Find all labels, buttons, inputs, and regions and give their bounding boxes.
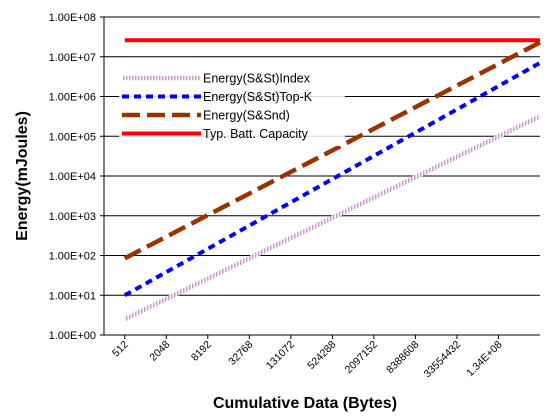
x-tick-label: 512 <box>110 339 131 360</box>
legend-label: Energy(S&St)Top-K <box>203 90 313 104</box>
x-tick-label: 33554432 <box>422 339 464 381</box>
x-tick-labels: 512 2048 8192 32768 131072 524288 2097152 83886… <box>110 335 505 380</box>
y-tick-label: 1.00E+01 <box>49 290 96 302</box>
series-lines <box>123 38 542 322</box>
y-tick-label: 1.00E+03 <box>49 211 96 223</box>
x-axis-title: Cumulative Data (Bytes) <box>213 395 397 412</box>
x-tick-label: 32768 <box>226 339 255 368</box>
x-tick-label: 131072 <box>264 339 297 372</box>
legend-label: Typ. Batt. Capacity <box>203 127 309 141</box>
x-tick-label: 524288 <box>305 339 338 372</box>
y-axis-title: Energy(mJoules) <box>14 111 31 241</box>
legend: Energy(S&St)Index Energy(S&St)Top-K Energy… <box>119 66 345 146</box>
series-line-1 <box>123 114 541 322</box>
y-tick-label: 1.00E+00 <box>49 330 96 342</box>
y-tick-label: 1.00E+04 <box>49 171 96 183</box>
series-line-3 <box>123 40 542 261</box>
legend-label: Energy(S&St)Index <box>203 72 311 86</box>
x-tick-label: 2048 <box>147 339 172 364</box>
y-tick-label: 1.00E+02 <box>49 251 96 263</box>
y-tick-label: 1.00E+08 <box>49 12 96 24</box>
y-tick-labels: 1.00E+00 1.00E+01 1.00E+02 1.00E+03 1.00E+04… <box>49 12 96 342</box>
y-tick-label: 1.00E+07 <box>49 52 96 64</box>
series-line-2 <box>123 61 541 298</box>
x-tick-label: 1.34E+08 <box>464 339 505 380</box>
x-tick-label: 2097152 <box>343 339 381 377</box>
y-tick-label: 1.00E+05 <box>49 131 96 143</box>
x-tick-label: 8388608 <box>384 339 422 377</box>
x-tick-label: 8192 <box>189 339 214 364</box>
legend-label: Energy(S&Snd) <box>203 109 290 123</box>
y-tick-label: 1.00E+06 <box>49 92 96 104</box>
